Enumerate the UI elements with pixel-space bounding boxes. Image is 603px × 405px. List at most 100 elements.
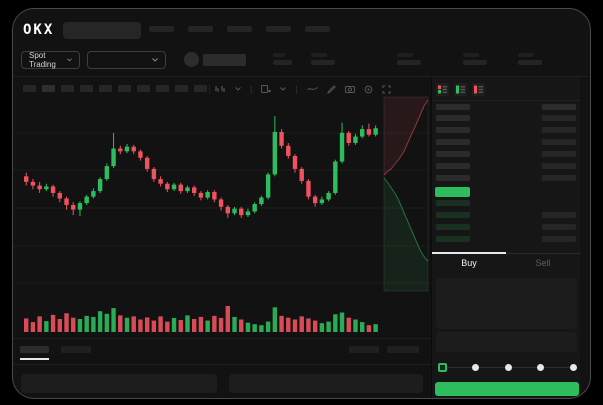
indicators-icon[interactable] bbox=[261, 85, 272, 93]
orderbook-view-toggles bbox=[436, 83, 490, 96]
chart-bottom-divider bbox=[13, 338, 431, 339]
ask-amount-placeholder bbox=[542, 139, 576, 145]
trade-tabs-divider bbox=[432, 253, 581, 254]
stat-value-placeholder bbox=[311, 60, 335, 65]
ask-rows bbox=[432, 113, 581, 185]
timeframe-button[interactable] bbox=[99, 85, 112, 92]
ask-amount-placeholder bbox=[542, 127, 576, 133]
sell-tab[interactable]: Sell bbox=[535, 258, 551, 268]
timeframe-button[interactable] bbox=[175, 85, 188, 92]
book-bids-icon[interactable] bbox=[454, 83, 467, 96]
okx-logo: OKX bbox=[23, 22, 55, 38]
main-nav bbox=[149, 26, 344, 32]
timeframe-button[interactable] bbox=[156, 85, 169, 92]
ask-amount-placeholder bbox=[542, 175, 576, 181]
timeframe-button[interactable] bbox=[42, 85, 55, 92]
fullscreen-icon[interactable] bbox=[382, 85, 391, 94]
bid-row[interactable] bbox=[432, 234, 581, 246]
ask-row[interactable] bbox=[432, 137, 581, 149]
buy-tab-indicator bbox=[432, 252, 506, 254]
candlestick-chart[interactable] bbox=[13, 9, 431, 398]
amount-slider[interactable] bbox=[438, 363, 577, 372]
nav-item-placeholder[interactable] bbox=[188, 26, 213, 32]
timeframe-button[interactable] bbox=[80, 85, 93, 92]
orders-empty-panel bbox=[21, 374, 217, 393]
ask-price-placeholder bbox=[436, 175, 470, 181]
chart-style-icon[interactable] bbox=[215, 85, 226, 93]
draw-icon[interactable] bbox=[326, 84, 336, 94]
stat-label-placeholder bbox=[273, 53, 285, 57]
orders-filter-placeholder[interactable] bbox=[387, 346, 419, 353]
ask-price-placeholder bbox=[436, 139, 470, 145]
settings-icon[interactable] bbox=[364, 85, 373, 94]
volume-layer bbox=[24, 306, 378, 332]
depth-overlay bbox=[383, 96, 429, 292]
bid-price-placeholder bbox=[436, 236, 470, 242]
nav-item-placeholder[interactable] bbox=[227, 26, 252, 32]
timeframe-button[interactable] bbox=[194, 85, 207, 92]
slider-stop[interactable] bbox=[537, 364, 545, 371]
orders-tab-active[interactable] bbox=[20, 346, 49, 353]
ask-row[interactable] bbox=[432, 161, 581, 173]
book-all-icon[interactable] bbox=[436, 83, 449, 96]
ask-row[interactable] bbox=[432, 149, 581, 161]
last-price-badge[interactable] bbox=[435, 187, 470, 197]
timeframe-button[interactable] bbox=[61, 85, 74, 92]
header-divider bbox=[13, 76, 590, 77]
bid-row[interactable] bbox=[432, 210, 581, 222]
active-tab-indicator bbox=[20, 358, 49, 360]
camera-icon[interactable] bbox=[344, 85, 355, 93]
stat-value-placeholder bbox=[518, 60, 542, 65]
nav-item-placeholder[interactable] bbox=[305, 26, 330, 32]
chevron-down-icon[interactable] bbox=[235, 87, 241, 91]
buy-submit-button[interactable] bbox=[435, 382, 579, 396]
nav-item-placeholder[interactable] bbox=[266, 26, 291, 32]
ask-price-placeholder bbox=[436, 163, 470, 169]
total-input[interactable] bbox=[436, 332, 577, 352]
amount-column-header bbox=[542, 104, 576, 110]
bid-amount-placeholder bbox=[542, 224, 576, 230]
stat-label-placeholder bbox=[518, 53, 534, 57]
bid-amount-placeholder bbox=[542, 236, 576, 242]
orders-filter-placeholder[interactable] bbox=[349, 346, 379, 353]
bid-row[interactable] bbox=[432, 222, 581, 234]
ticker-stat bbox=[311, 53, 337, 67]
line-tool-icon[interactable] bbox=[306, 86, 318, 92]
orderbook-divider bbox=[432, 100, 581, 101]
slider-stop[interactable] bbox=[504, 364, 512, 371]
chart-tools: | | bbox=[215, 81, 400, 97]
nav-item-placeholder[interactable] bbox=[149, 26, 174, 32]
chevron-down-icon bbox=[152, 58, 158, 62]
candles-layer bbox=[24, 116, 378, 218]
ask-row[interactable] bbox=[432, 113, 581, 125]
timeframe-button[interactable] bbox=[23, 85, 36, 92]
pair-selector[interactable] bbox=[87, 51, 166, 69]
slider-stop[interactable] bbox=[570, 364, 577, 371]
bid-row[interactable] bbox=[432, 198, 581, 210]
pair-name-placeholder bbox=[203, 54, 246, 66]
trading-app-window: OKX Spot Trading | | bbox=[12, 8, 591, 399]
timeframe-bar bbox=[23, 85, 213, 92]
ask-row[interactable] bbox=[432, 125, 581, 137]
chevron-down-icon[interactable] bbox=[280, 87, 287, 91]
ticker-stat bbox=[273, 53, 299, 67]
chevron-down-icon bbox=[67, 58, 72, 62]
orders-tab[interactable] bbox=[61, 346, 91, 353]
ask-amount-placeholder bbox=[542, 163, 576, 169]
timeframe-button[interactable] bbox=[118, 85, 131, 92]
tools-divider: | bbox=[295, 84, 298, 94]
market-type-selector[interactable]: Spot Trading bbox=[21, 51, 80, 69]
toolbar-divider bbox=[209, 84, 210, 94]
bid-amount-placeholder bbox=[542, 212, 576, 218]
buy-tab[interactable]: Buy bbox=[461, 258, 477, 268]
ask-price-placeholder bbox=[436, 115, 470, 121]
book-asks-icon[interactable] bbox=[472, 83, 485, 96]
slider-handle[interactable] bbox=[438, 363, 447, 372]
search-input[interactable] bbox=[63, 22, 141, 39]
slider-stop[interactable] bbox=[471, 364, 479, 371]
ask-row[interactable] bbox=[432, 173, 581, 185]
timeframe-button[interactable] bbox=[137, 85, 150, 92]
ticker-stat bbox=[518, 53, 544, 67]
price-amount-input-group[interactable] bbox=[436, 278, 577, 329]
bid-price-placeholder bbox=[436, 200, 470, 206]
